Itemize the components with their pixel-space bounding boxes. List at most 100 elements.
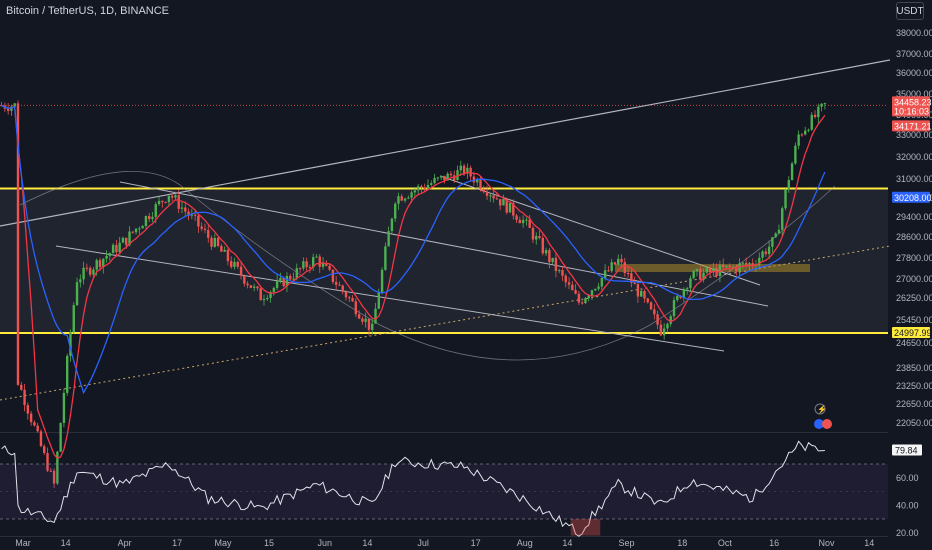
price-axis-tick: 27800.00 (896, 253, 932, 263)
candle-body (367, 318, 371, 330)
candle-body (239, 266, 243, 276)
candle-body (498, 199, 502, 206)
candle-body (485, 191, 489, 196)
candle-body (603, 270, 607, 278)
candle-body (312, 257, 315, 268)
candle-body (646, 298, 649, 303)
candle-body (144, 215, 148, 227)
candle-body (564, 275, 567, 283)
time-axis-tick: 14 (864, 538, 874, 548)
candle-body (220, 245, 223, 252)
candle-body (331, 269, 335, 283)
candle-body (174, 195, 177, 198)
candle-body (226, 249, 230, 262)
candle-body (699, 268, 702, 280)
candle-body (531, 227, 535, 240)
candle-body (275, 280, 279, 288)
candle-body (390, 218, 394, 232)
candle-body (430, 183, 433, 185)
candle-body (315, 256, 318, 258)
candle-body (305, 261, 308, 268)
candle-body (410, 192, 413, 198)
dotted-support-trendline (0, 245, 891, 401)
candle-body (92, 269, 95, 275)
candle-body (403, 198, 407, 201)
candle-body (695, 268, 699, 271)
candle-body (640, 290, 643, 297)
rsi-value-marker: 79.84 (895, 445, 918, 455)
candle-body (210, 237, 213, 247)
candle-body (587, 295, 590, 299)
candle-body (164, 202, 167, 204)
channel-upper-line (119, 181, 769, 307)
candle-body (456, 170, 459, 181)
candle-body (29, 413, 33, 423)
candle-body (154, 204, 157, 217)
rsi-oversold-fill (570, 519, 601, 536)
price-axis-tick: 29400.00 (896, 212, 932, 222)
candle-body (377, 292, 380, 309)
currency-unit-button[interactable]: USDT (896, 2, 924, 20)
candle-body (138, 228, 141, 230)
candle-body (236, 261, 239, 267)
candle-body (446, 173, 449, 181)
candle-body (223, 249, 226, 252)
candle-body (59, 422, 62, 452)
candle-body (479, 179, 482, 190)
candle-body (800, 134, 804, 136)
price-marker-bg (892, 96, 930, 108)
candle-body (203, 228, 207, 231)
candle-body (108, 253, 112, 256)
candle-body (262, 299, 266, 301)
candle-body (790, 163, 794, 181)
price-axis-tick: 23850.00 (896, 363, 932, 373)
time-axis-tick: May (215, 538, 233, 548)
candle-body (334, 282, 338, 285)
candle-body (548, 250, 551, 263)
candle-body (308, 267, 312, 269)
candle-body (810, 114, 813, 130)
candle-body (82, 267, 85, 280)
candle-body (580, 302, 584, 304)
candle-body (66, 355, 69, 393)
candle-body (797, 134, 800, 146)
candle-body (249, 285, 253, 288)
candle-body (426, 184, 430, 189)
candle-body (36, 425, 39, 432)
candle-body (676, 295, 679, 301)
candle-body (266, 297, 269, 300)
candle-body (508, 202, 512, 213)
candle-body (197, 215, 200, 227)
candle-body (594, 288, 597, 291)
price-marker-bg (892, 191, 930, 203)
candle-body (371, 323, 374, 330)
candle-body (344, 291, 348, 298)
candle-body (682, 288, 686, 298)
candle-body (781, 208, 784, 230)
candle-body (630, 273, 633, 283)
pane-gap (0, 432, 932, 455)
ma-slow-line (1, 104, 826, 395)
candle-body (413, 190, 417, 193)
candle-body (489, 195, 492, 197)
time-axis-tick: Apr (118, 538, 132, 548)
time-axis-tick: 18 (677, 538, 687, 548)
candle-body (167, 195, 171, 203)
candle-body (302, 261, 305, 269)
candle-body (813, 114, 817, 118)
candle-body (416, 186, 420, 191)
candle-body (626, 272, 630, 274)
rsi-axis-tick: 20.00 (896, 528, 919, 538)
range-zone (0, 188, 888, 333)
candle-body (518, 219, 522, 224)
candle-body (115, 244, 118, 253)
candle-body (85, 267, 89, 269)
price-axis-tick: 37000.00 (896, 49, 932, 59)
candle-body (6, 108, 10, 111)
candle-body (600, 277, 604, 287)
candle-body (597, 286, 600, 289)
candle-body (764, 251, 768, 255)
candle-body (656, 314, 659, 325)
candle-body (111, 244, 115, 254)
